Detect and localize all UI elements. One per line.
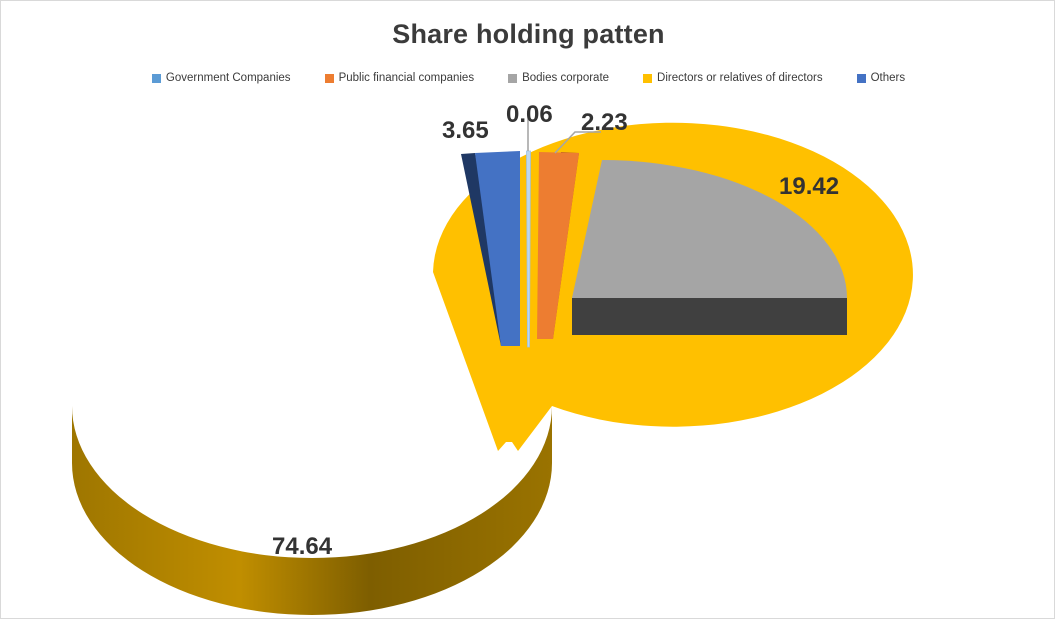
pie-slice-bodies-top <box>572 160 847 298</box>
pie-slice-government-companies[interactable] <box>526 150 531 348</box>
legend-label-bodies-corporate: Bodies corporate <box>522 72 610 84</box>
legend-swatch-government-companies <box>151 73 161 83</box>
data-label-government-companies: 0.06 <box>506 101 553 128</box>
legend-label-government-companies: Government Companies <box>165 72 291 84</box>
leader-line-public <box>554 131 601 154</box>
pie-slice-government-top <box>526 150 531 348</box>
pie-slice-public-financial-companies[interactable] <box>537 152 579 339</box>
pie-slice-others[interactable] <box>461 151 520 346</box>
legend-label-public-financial-companies: Public financial companies <box>338 72 475 84</box>
data-label-others: 3.65 <box>442 117 489 144</box>
data-label-directors: 74.64 <box>272 533 333 560</box>
legend-item-directors-or-relatives[interactable]: Directors or relatives of directors <box>643 72 823 84</box>
page-title: Share holding patten <box>392 19 665 49</box>
pie-slice-others-top <box>475 151 520 346</box>
data-label-bodies-corporate: 19.42 <box>779 173 840 200</box>
legend-label-directors-or-relatives: Directors or relatives of directors <box>657 72 823 84</box>
legend-item-public-financial-companies[interactable]: Public financial companies <box>324 72 475 84</box>
legend-swatch-public-financial-companies <box>324 73 334 83</box>
pie-slice-public-top <box>537 152 579 339</box>
legend-item-bodies-corporate[interactable]: Bodies corporate <box>508 72 609 84</box>
legend-label-others: Others <box>870 72 906 84</box>
legend-swatch-bodies-corporate <box>508 73 518 83</box>
legend-item-others[interactable]: Others <box>856 72 906 84</box>
legend-item-government-companies[interactable]: Government Companies <box>151 72 291 84</box>
chart-legend: Government Companies Public financial co… <box>1 72 1054 84</box>
legend-swatch-directors-or-relatives <box>643 73 653 83</box>
pie-slice-bodies-corporate[interactable] <box>572 160 847 335</box>
legend-swatch-others <box>856 73 866 83</box>
data-label-public-financial: 2.23 <box>581 109 628 136</box>
pie-slice-directors-side <box>72 406 552 615</box>
pie-slice-bodies-side <box>572 298 847 335</box>
